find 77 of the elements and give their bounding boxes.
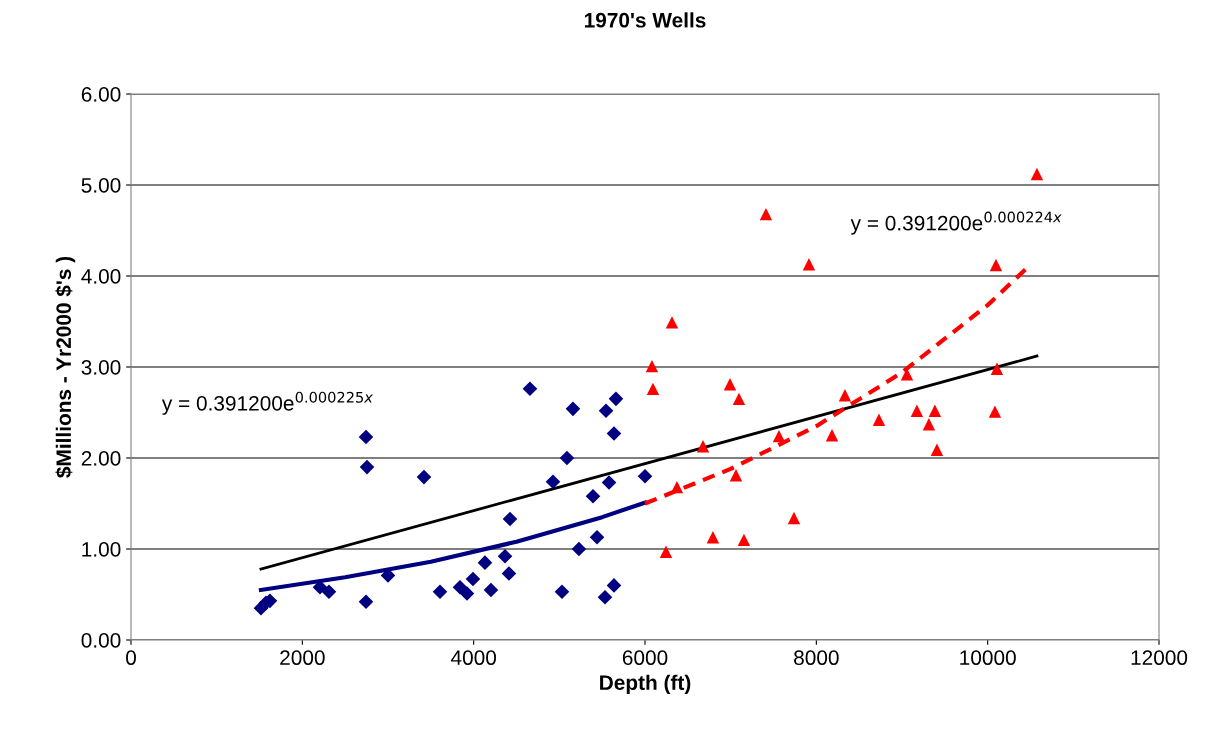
line-series	[642, 266, 1029, 506]
x-tick-label: 0	[126, 650, 136, 666]
point	[358, 594, 374, 610]
y-tick-label: 4.00	[81, 269, 121, 284]
y-tick-label: 6.00	[81, 87, 121, 102]
point	[646, 382, 660, 396]
annotation: y = 0.391200e$^{0.000224x}$	[850, 211, 1062, 235]
point	[989, 258, 1003, 272]
point	[922, 418, 936, 431]
line-series	[258, 500, 648, 593]
x-tick-label: 6000	[622, 650, 668, 666]
point	[522, 381, 538, 397]
x-tick-label: 10000	[960, 650, 1016, 666]
point	[787, 511, 801, 525]
y-tick-label: 2.00	[81, 451, 121, 466]
point	[825, 429, 839, 442]
point	[729, 469, 743, 482]
point	[589, 529, 605, 545]
point	[910, 404, 924, 417]
point	[606, 578, 622, 593]
point	[501, 566, 517, 581]
point	[597, 589, 613, 605]
point	[452, 579, 468, 595]
point	[670, 480, 684, 494]
point	[1030, 167, 1044, 181]
y-tick-label: 5.00	[81, 178, 121, 193]
point	[759, 207, 773, 221]
point	[359, 459, 375, 475]
point	[732, 392, 746, 406]
x-tick-label: 8000	[794, 650, 839, 666]
x-tick-label: 12000	[1131, 650, 1188, 666]
point	[465, 571, 481, 587]
x-tick-label: 4000	[450, 650, 497, 666]
point	[737, 533, 751, 547]
point	[838, 389, 852, 402]
point	[930, 443, 944, 457]
chart-title: 1970's Wells	[584, 12, 706, 28]
point	[432, 584, 448, 600]
point	[571, 541, 587, 557]
point	[559, 450, 575, 466]
point	[802, 257, 816, 271]
y-tick-label: 1.00	[82, 542, 121, 557]
point	[502, 511, 518, 527]
point	[772, 429, 786, 443]
point	[990, 362, 1004, 376]
x-axis-title: Depth (ft)	[600, 674, 691, 695]
point	[637, 468, 653, 484]
y-tick-label: 0.00	[81, 633, 121, 648]
point	[477, 555, 493, 570]
point	[872, 413, 886, 426]
point	[608, 391, 624, 407]
point	[645, 359, 659, 373]
point	[598, 403, 614, 418]
annotation: y = 0.391200e$^{0.000225x}$	[161, 391, 374, 415]
point	[606, 426, 622, 441]
point	[565, 401, 581, 417]
point	[416, 469, 432, 485]
point	[497, 549, 513, 564]
y-axis-title: $Millions - Yr2000 $'s )	[55, 256, 76, 478]
y-tick-label: 3.00	[81, 360, 121, 375]
point	[554, 584, 570, 600]
point	[321, 584, 337, 600]
point	[723, 378, 737, 391]
point	[659, 545, 673, 558]
point	[483, 582, 499, 598]
point	[900, 368, 914, 381]
point	[706, 530, 720, 544]
point	[459, 586, 475, 601]
point	[928, 404, 942, 417]
point	[358, 429, 374, 445]
point	[601, 475, 617, 490]
point	[988, 405, 1002, 418]
point	[696, 439, 710, 453]
point	[545, 474, 561, 489]
point	[585, 488, 601, 504]
point	[665, 316, 679, 329]
x-tick-label: 2000	[280, 650, 325, 666]
